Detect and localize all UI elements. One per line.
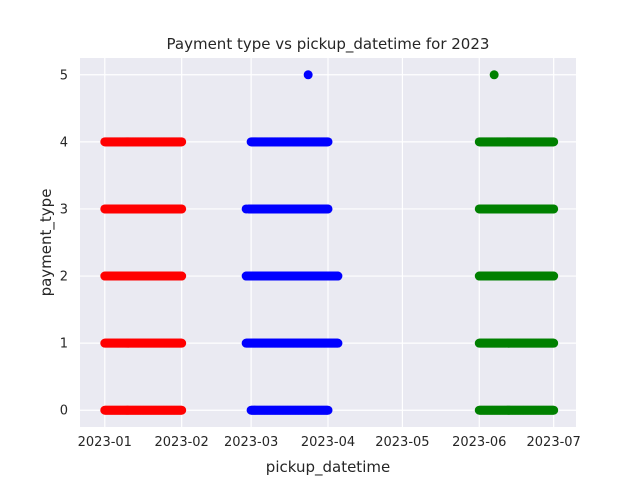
data-point — [177, 405, 187, 415]
outlier-point — [241, 204, 251, 214]
x-tick-labels: 2023-01 2023-02 2023-03 2023-04 2023-05 2023-… — [78, 435, 581, 450]
x-axis-label: pickup_datetime — [266, 458, 390, 477]
data-marks — [100, 70, 559, 415]
y-axis-label: payment_type — [37, 189, 56, 297]
x-tick-label: 2023-06 — [452, 435, 506, 450]
series-2 — [474, 70, 559, 415]
data-point — [333, 271, 343, 281]
chart-title: Payment type vs pickup_datetime for 2023 — [167, 35, 490, 54]
data-point — [323, 137, 333, 147]
outlier-point — [489, 70, 499, 80]
y-tick-label: 4 — [60, 135, 68, 150]
data-point — [323, 204, 333, 214]
data-point — [177, 338, 187, 348]
data-point — [549, 204, 559, 214]
data-point — [177, 271, 187, 281]
x-tick-label: 2023-05 — [375, 435, 429, 450]
data-point — [333, 338, 343, 348]
x-tick-label: 2023-04 — [301, 435, 355, 450]
y-tick-labels: 0 1 2 3 4 5 — [60, 68, 68, 418]
data-point — [549, 271, 559, 281]
x-tick-label: 2023-02 — [155, 435, 209, 450]
data-point — [549, 338, 559, 348]
data-point — [549, 405, 559, 415]
outlier-point — [303, 70, 313, 80]
data-point — [177, 204, 187, 214]
y-tick-label: 0 — [60, 404, 68, 419]
y-tick-label: 5 — [60, 68, 68, 83]
x-tick-label: 2023-01 — [78, 435, 132, 450]
y-tick-label: 2 — [60, 270, 68, 285]
data-point — [177, 137, 187, 147]
data-point — [549, 137, 559, 147]
series-0 — [100, 137, 187, 415]
x-tick-label: 2023-07 — [527, 435, 581, 450]
y-tick-label: 3 — [60, 202, 68, 217]
y-tick-label: 1 — [60, 337, 68, 352]
x-tick-label: 2023-03 — [224, 435, 278, 450]
series-1 — [241, 70, 343, 415]
data-point — [323, 405, 333, 415]
